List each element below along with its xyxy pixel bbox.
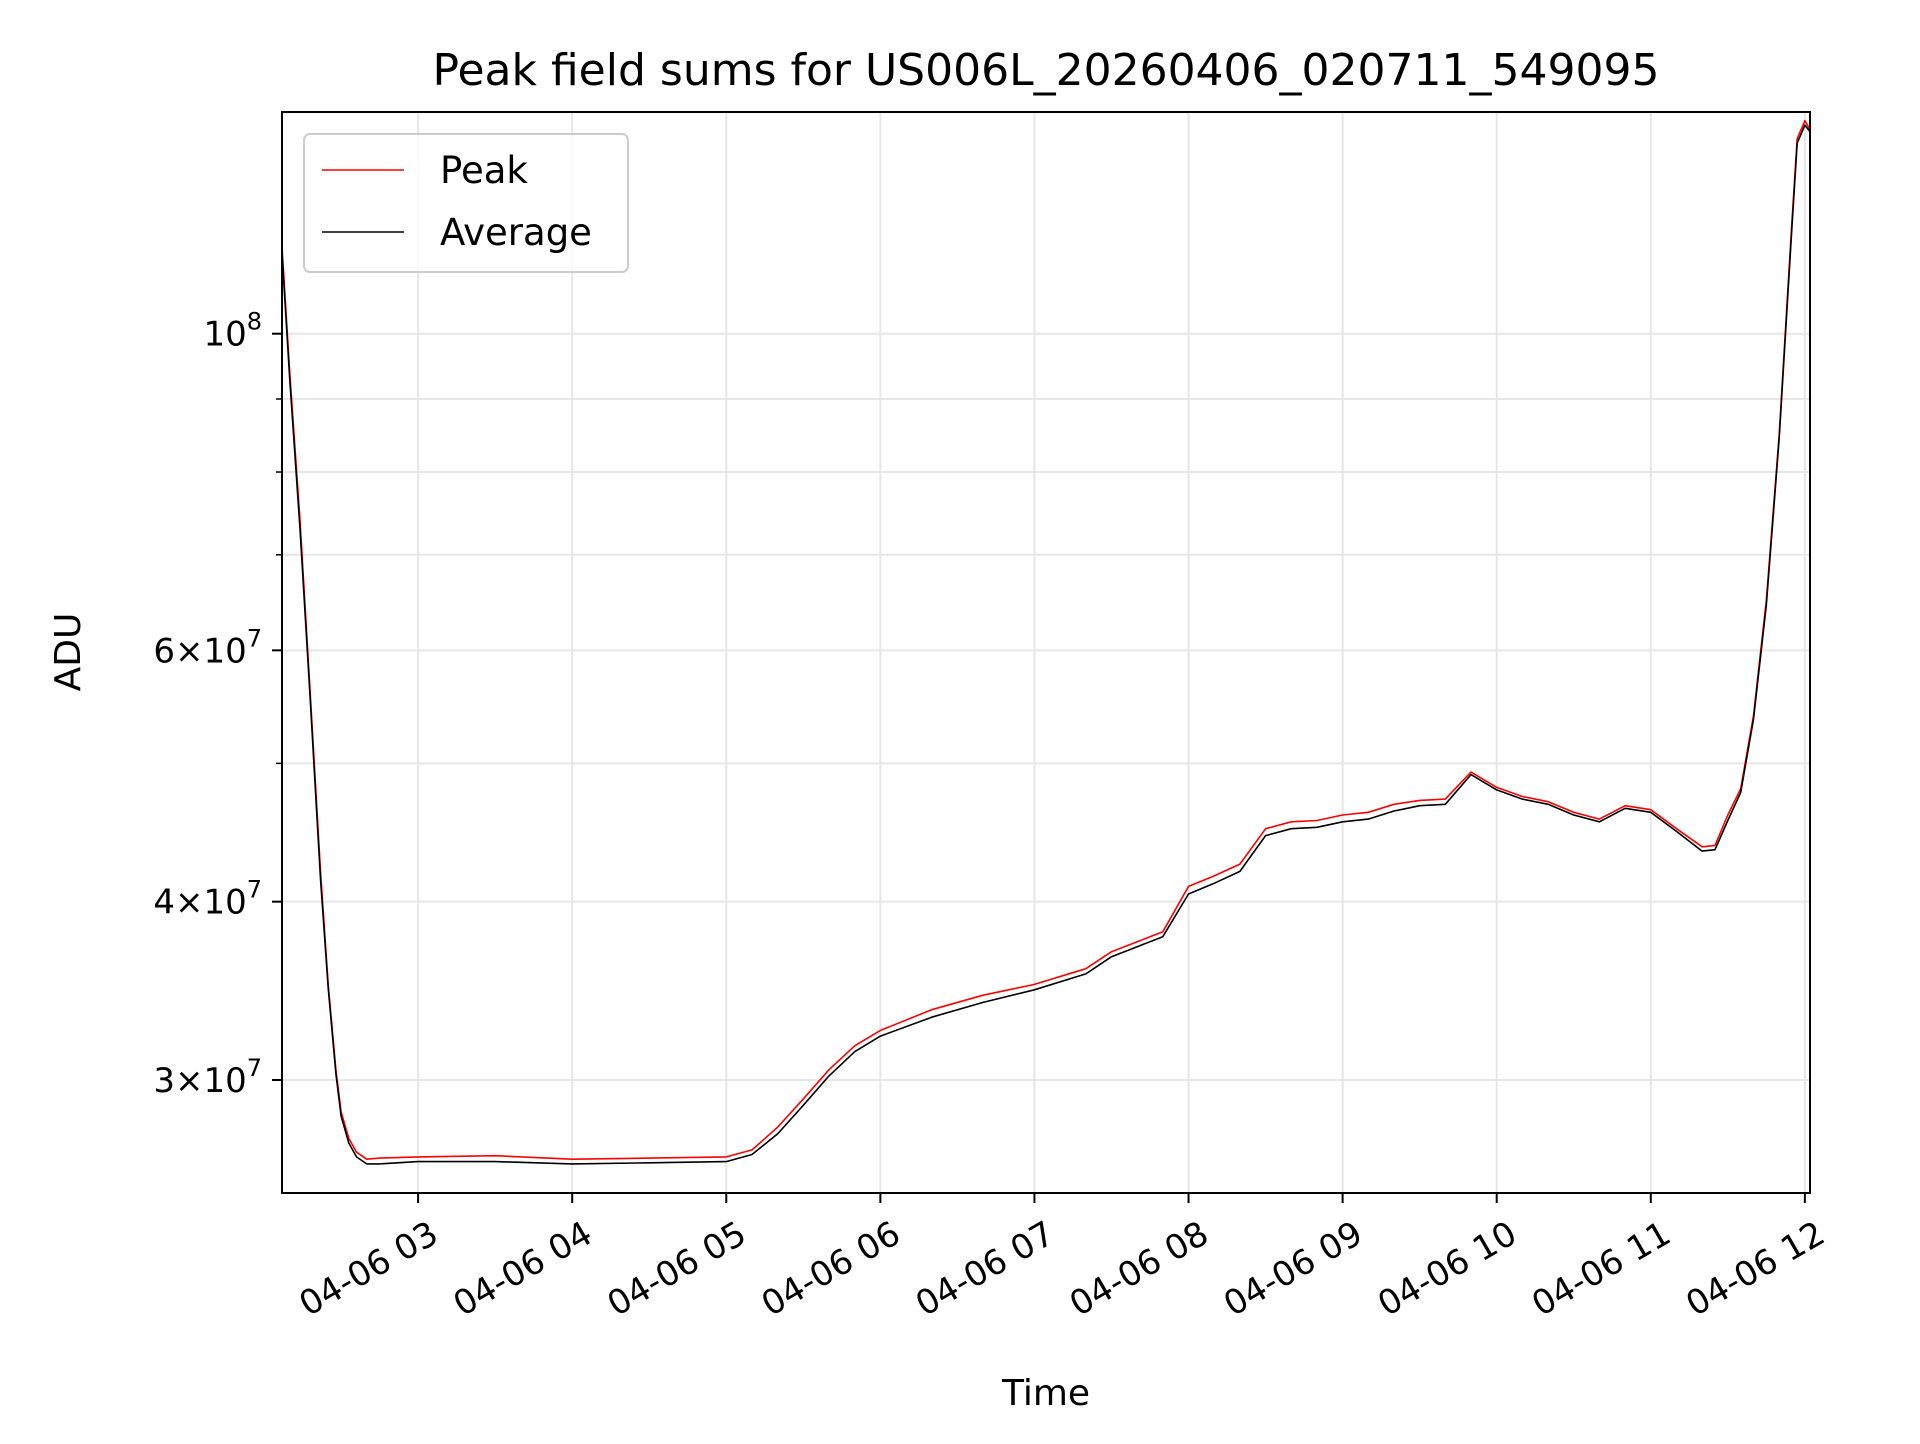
legend: Peak Average [303, 133, 629, 273]
y-axis: 3×107 4×107 6×107 108 [153, 308, 282, 1101]
legend-average-label: Average [440, 211, 592, 254]
y-tick-label: 4×107 [153, 876, 262, 923]
plot-frame [281, 111, 1811, 1194]
series-line-peak [281, 119, 1811, 1160]
grid-layer [282, 112, 1810, 1193]
x-axis-label: Time [1001, 1373, 1090, 1414]
y-tick-label: 108 [203, 308, 262, 355]
chart-title: Peak field sums for US006L_20260406_0207… [433, 45, 1660, 96]
y-tick-label: 3×107 [153, 1054, 262, 1101]
series-line-average [281, 124, 1811, 1165]
y-tick-label: 6×107 [153, 624, 262, 671]
legend-peak-label: Peak [440, 149, 528, 192]
y-axis-label: ADU [48, 613, 89, 692]
series-layer [281, 119, 1811, 1165]
legend-box [303, 133, 629, 273]
